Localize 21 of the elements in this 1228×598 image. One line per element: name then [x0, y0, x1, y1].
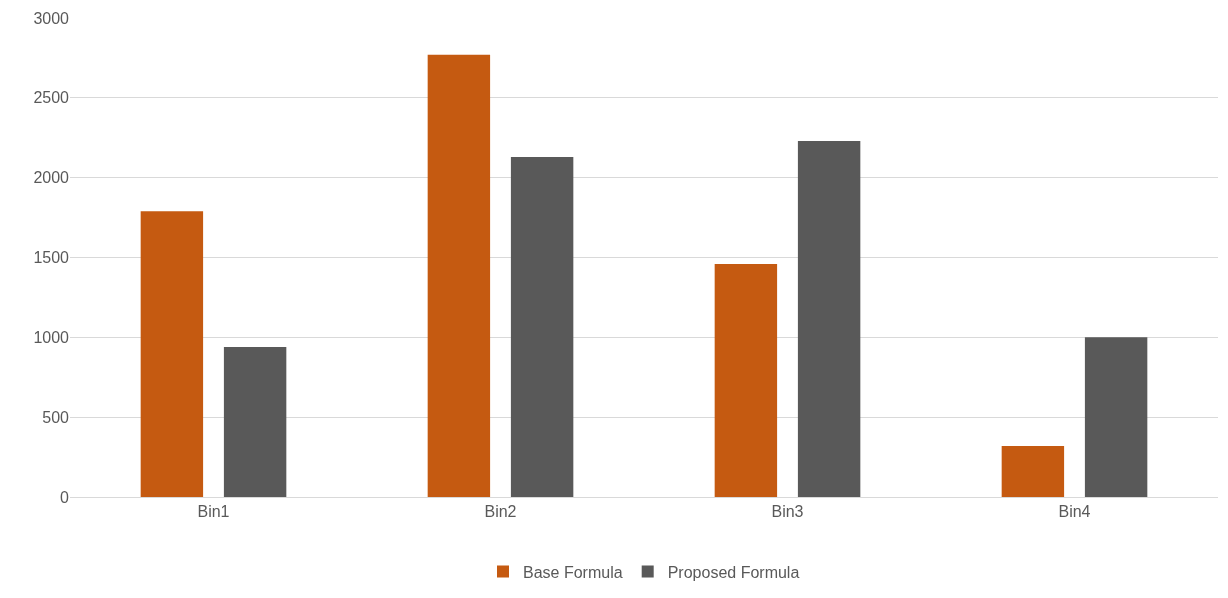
bar — [510, 156, 574, 497]
bar — [223, 346, 287, 497]
y-tick-label: 500 — [42, 408, 70, 426]
bar — [140, 211, 204, 497]
y-tick-label: 1500 — [33, 249, 70, 267]
y-tick-label: 3000 — [33, 9, 70, 27]
y-tick-label: 1000 — [33, 328, 70, 346]
legend-label: Proposed Formula — [667, 563, 800, 581]
x-tick-label: Bin2 — [484, 503, 517, 521]
x-tick-label: Bin1 — [197, 503, 230, 521]
y-tick-label: 2500 — [33, 89, 70, 107]
bar — [1084, 337, 1148, 497]
x-tick-label: Bin3 — [771, 503, 804, 521]
y-tick-label: 0 — [60, 488, 70, 506]
bar — [427, 54, 491, 497]
legend-label: Base Formula — [523, 563, 623, 581]
x-tick-label: Bin4 — [1058, 503, 1091, 521]
y-tick-label: 2000 — [33, 169, 70, 187]
bar — [714, 263, 778, 497]
bar — [797, 140, 861, 497]
bar — [1001, 445, 1065, 497]
